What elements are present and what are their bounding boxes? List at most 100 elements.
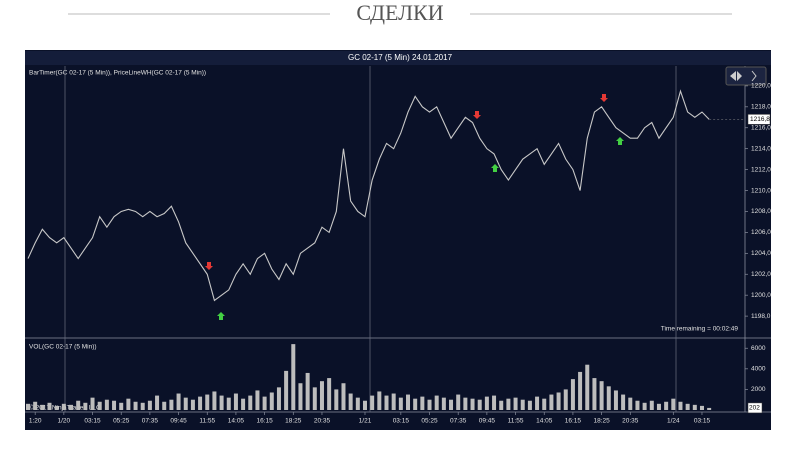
y-tick-label: 1202,0 bbox=[751, 271, 771, 278]
volume-bar bbox=[499, 400, 504, 410]
volume-bar bbox=[578, 371, 583, 410]
volume-bar bbox=[198, 396, 203, 410]
volume-bar bbox=[527, 400, 532, 410]
buy-marker bbox=[491, 164, 499, 172]
buy-marker bbox=[217, 312, 225, 320]
x-tick-label: 09:45 bbox=[170, 418, 187, 425]
price-label-box bbox=[747, 114, 771, 125]
volume-bar bbox=[707, 407, 712, 410]
volume-bar bbox=[54, 405, 59, 410]
volume-bar bbox=[162, 401, 167, 410]
volume-bar bbox=[133, 401, 138, 410]
volume-bar bbox=[570, 379, 575, 410]
volume-bar bbox=[492, 395, 497, 410]
x-tick-label: 20:35 bbox=[622, 418, 639, 425]
volume-bar bbox=[140, 402, 145, 410]
volume-bar bbox=[642, 402, 647, 410]
volume-bar bbox=[664, 401, 669, 410]
time-remaining: Time remaining = 00:02:49 bbox=[661, 326, 739, 333]
y-tick-label: 1212,0 bbox=[751, 166, 771, 173]
y-tick-label: 1220,0 bbox=[751, 83, 771, 90]
volume-bar bbox=[671, 398, 676, 410]
x-tick-label: 07:35 bbox=[450, 418, 467, 425]
y-tick-label: 1198,0 bbox=[751, 313, 771, 320]
volume-bar bbox=[176, 393, 181, 410]
control-icon[interactable] bbox=[751, 70, 757, 82]
volume-bar bbox=[327, 378, 332, 410]
volume-bar bbox=[269, 392, 274, 410]
y-tick-label: 2000 bbox=[751, 386, 766, 393]
volume-bar bbox=[104, 399, 109, 410]
sell-marker bbox=[600, 94, 608, 102]
volume-bar bbox=[219, 395, 224, 410]
x-tick-label: 03:15 bbox=[84, 418, 101, 425]
indicator-label: BarTimer(GC 02-17 (5 Min)), PriceLineWH(… bbox=[29, 70, 206, 77]
volume-bar bbox=[319, 381, 324, 410]
x-tick-label: 16:15 bbox=[565, 418, 582, 425]
volume-bar bbox=[47, 402, 52, 410]
chart-title: GC 02-17 (5 Min) 24.01.2017 bbox=[348, 53, 453, 62]
volume-bar bbox=[463, 397, 468, 410]
y-tick-label: 1200,0 bbox=[751, 292, 771, 299]
volume-bar bbox=[112, 400, 117, 410]
volume-bar bbox=[97, 401, 102, 410]
x-tick-label: 16:15 bbox=[256, 418, 273, 425]
x-tick-label: 1/20 bbox=[58, 418, 71, 425]
volume-bar bbox=[477, 399, 482, 410]
volume-bar bbox=[413, 398, 418, 410]
y-tick-label: 1204,0 bbox=[751, 250, 771, 257]
volume-bar bbox=[656, 403, 661, 410]
volume-bar bbox=[613, 390, 618, 410]
volume-bar bbox=[334, 389, 339, 410]
volume-bar bbox=[456, 394, 461, 410]
x-tick-label: 11:55 bbox=[199, 418, 215, 425]
x-tick-label: 1/21 bbox=[359, 418, 372, 425]
volume-bar bbox=[621, 394, 626, 410]
volume-bar bbox=[69, 404, 74, 410]
volume-bar bbox=[678, 401, 683, 410]
x-tick-label: 03:15 bbox=[694, 418, 711, 425]
volume-bar bbox=[262, 396, 267, 410]
chart-control[interactable] bbox=[725, 66, 767, 86]
volume-bar bbox=[406, 394, 411, 410]
volume-bar bbox=[212, 391, 217, 410]
x-tick-label: 05:25 bbox=[421, 418, 438, 425]
volume-bar bbox=[33, 401, 38, 410]
volume-bar bbox=[248, 395, 253, 410]
buy-marker bbox=[616, 137, 624, 145]
volume-bar bbox=[391, 393, 396, 410]
volume-bar bbox=[384, 395, 389, 410]
volume-bar bbox=[90, 397, 95, 410]
volume-bar bbox=[126, 398, 131, 410]
volume-bar bbox=[169, 399, 174, 410]
volume-bar bbox=[692, 404, 697, 410]
volume-bar bbox=[276, 387, 281, 410]
y-tick-label: 1206,0 bbox=[751, 229, 771, 236]
price-label: 1216,8 bbox=[750, 116, 770, 123]
volume-bar bbox=[348, 393, 353, 410]
control-icon[interactable] bbox=[730, 71, 742, 81]
volume-bar bbox=[535, 396, 540, 410]
volume-bar bbox=[284, 370, 289, 410]
sell-marker bbox=[473, 111, 481, 119]
volume-bar bbox=[291, 344, 296, 410]
volume-bar bbox=[255, 390, 260, 410]
volume-bar bbox=[506, 398, 511, 410]
volume-bar bbox=[147, 400, 152, 410]
volume-bar bbox=[484, 396, 489, 410]
volume-bar bbox=[585, 364, 590, 410]
volume-bar bbox=[61, 403, 66, 410]
sell-marker bbox=[205, 262, 213, 270]
volume-bar bbox=[40, 404, 45, 410]
volume-bar bbox=[520, 399, 525, 410]
volume-bar bbox=[441, 397, 446, 410]
x-tick-label: 05:25 bbox=[113, 418, 130, 425]
x-tick-label: 18:25 bbox=[285, 418, 302, 425]
volume-bar bbox=[298, 383, 303, 410]
volume-bar bbox=[420, 396, 425, 410]
volume-bar bbox=[599, 381, 604, 410]
volume-bar bbox=[628, 397, 633, 410]
x-tick-label: 07:35 bbox=[142, 418, 159, 425]
